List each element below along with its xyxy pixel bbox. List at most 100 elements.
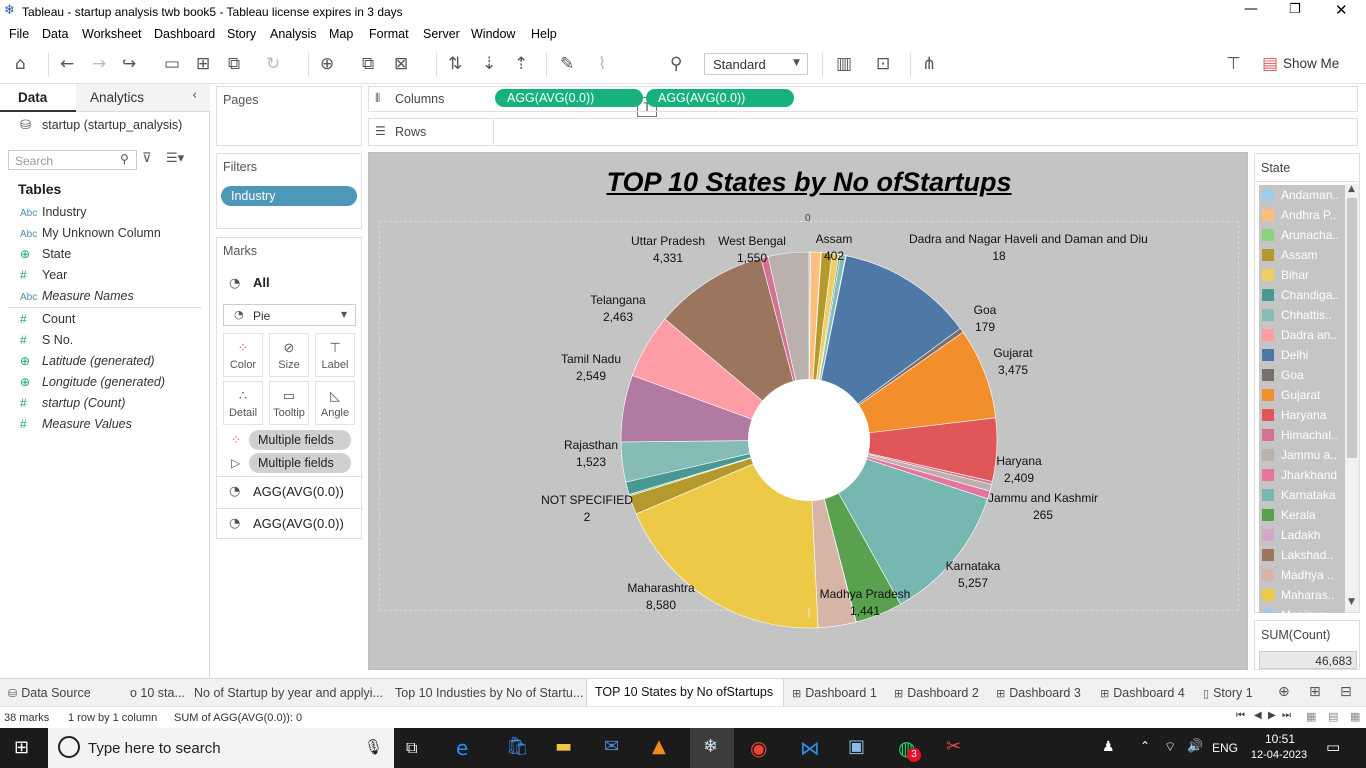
filter-icon[interactable]: ⊽ — [142, 151, 152, 166]
menu-help[interactable]: Help — [531, 27, 557, 41]
sort-ascending-icon[interactable]: ⇣ — [482, 54, 497, 74]
pie-chart[interactable] — [369, 153, 1249, 671]
filters-card[interactable]: Filters Industry — [216, 153, 362, 229]
clear-sheet-icon[interactable]: ⊠ — [394, 54, 409, 74]
photos-icon[interactable]: ▣ — [848, 736, 866, 757]
tab-data[interactable]: Data — [0, 84, 76, 112]
tab-top10-industries[interactable]: Top 10 Industies by No of Startu... — [395, 686, 584, 700]
file-explorer-icon[interactable]: ▬ — [555, 736, 573, 757]
marks-measure-2[interactable]: AGG(AVG(0.0)) — [253, 516, 344, 531]
legend-item[interactable]: Dadra an.. — [1259, 325, 1345, 345]
size-button[interactable]: ⊘ Size — [269, 333, 309, 377]
pause-updates-icon[interactable]: ⧉ — [228, 54, 241, 74]
minimize-icon[interactable]: — — [1244, 1, 1258, 17]
datasource-name[interactable]: startup (startup_analysis) — [42, 118, 183, 132]
legend-item[interactable]: Maharas.. — [1259, 585, 1345, 605]
scroll-up-icon[interactable]: ▲ — [1348, 184, 1355, 194]
sum-count-slider[interactable]: 46,683 — [1259, 651, 1357, 669]
marks-measure-1[interactable]: AGG(AVG(0.0)) — [253, 484, 344, 499]
legend-item[interactable]: Jharkhand — [1259, 465, 1345, 485]
field-item[interactable]: # Count — [20, 312, 76, 326]
mark-type-dropdown[interactable]: ◔ Pie ▼ — [223, 304, 356, 326]
new-worksheet-icon[interactable]: ⊕ — [320, 54, 335, 74]
new-dashboard-tab-icon[interactable]: ⊞ — [1309, 684, 1321, 700]
menu-file[interactable]: File — [9, 27, 30, 41]
multiple-fields-pill-color[interactable]: Multiple fields — [249, 430, 351, 450]
prev-sheet-icon[interactable]: ◀ — [1254, 710, 1262, 721]
store-icon[interactable]: 🛍 — [506, 736, 529, 757]
angle-button[interactable]: ◺ Angle — [315, 381, 355, 425]
new-datasource-icon[interactable]: ⊞ — [196, 54, 211, 74]
scroll-down-icon[interactable]: ▼ — [1348, 597, 1355, 607]
restore-icon[interactable]: ❐ — [1289, 2, 1301, 17]
group-icon[interactable]: ⌇ — [598, 54, 607, 74]
label-button[interactable]: ⊤ Label — [315, 333, 355, 377]
duplicate-sheet-icon[interactable]: ⧉ — [362, 54, 375, 74]
menu-dashboard[interactable]: Dashboard — [154, 27, 216, 41]
tableau-taskbar-button[interactable]: ❄ — [690, 728, 734, 768]
clock-date[interactable]: 12-04-2023 — [1250, 749, 1308, 761]
menu-data[interactable]: Data — [42, 27, 69, 41]
legend-item[interactable]: Gujarat — [1259, 385, 1345, 405]
show-filmstrip-icon[interactable]: ▦ — [1306, 710, 1317, 723]
tab-dashboard-3[interactable]: ⊞ Dashboard 3 — [996, 686, 1081, 700]
menu-window[interactable]: Window — [471, 27, 516, 41]
first-sheet-icon[interactable]: ⏮ — [1236, 710, 1245, 721]
collapse-icon[interactable]: ‹ — [192, 88, 198, 103]
last-sheet-icon[interactable]: ⏭ — [1282, 710, 1291, 721]
presentation-icon[interactable]: ⊡ — [876, 54, 891, 74]
snip-icon[interactable]: ✂ — [946, 736, 962, 757]
color-button[interactable]: ⁘ Color — [223, 333, 263, 377]
highlight-icon[interactable]: ✎ — [560, 54, 575, 74]
tab-dashboard-1[interactable]: ⊞ Dashboard 1 — [792, 686, 877, 700]
show-cards-icon[interactable]: ▥ — [836, 54, 853, 74]
field-item[interactable]: # startup (Count) — [20, 396, 126, 410]
pin-icon[interactable]: ⊤ — [1226, 54, 1241, 74]
legend-item[interactable]: Ladakh — [1259, 525, 1345, 545]
legend-item[interactable]: Kerala — [1259, 505, 1345, 525]
microphone-icon[interactable]: 🎙 — [364, 738, 384, 756]
multiple-fields-pill-angle[interactable]: Multiple fields — [249, 453, 351, 473]
close-icon[interactable]: ✕ — [1335, 1, 1348, 19]
legend-item[interactable]: Manipur — [1259, 605, 1345, 613]
tooltip-button[interactable]: ▭ Tooltip — [269, 381, 309, 425]
legend-item[interactable]: Goa — [1259, 365, 1345, 385]
column-pill-2[interactable]: AGG(AVG(0.0)) — [646, 89, 794, 107]
windows-start-icon[interactable]: ⊞ — [14, 737, 30, 758]
save-icon[interactable]: ▭ — [164, 54, 181, 74]
undo-icon[interactable]: ← — [60, 54, 75, 74]
show-me-icon[interactable]: ▤ — [1262, 54, 1279, 74]
search-input[interactable]: Search ⚲ — [8, 150, 137, 170]
legend-item[interactable]: Arunacha.. — [1259, 225, 1345, 245]
legend-item[interactable]: Himachal.. — [1259, 425, 1345, 445]
legend-item[interactable]: Assam — [1259, 245, 1345, 265]
tab-data-source[interactable]: ⛁ Data Source — [8, 686, 91, 700]
legend-item[interactable]: Jammu a.. — [1259, 445, 1345, 465]
field-item[interactable]: # S No. — [20, 333, 74, 347]
notifications-icon[interactable]: ▭ — [1326, 738, 1341, 756]
show-sorter-icon[interactable]: ▦ — [1350, 710, 1361, 723]
legend-item[interactable]: Lakshad.. — [1259, 545, 1345, 565]
legend-item[interactable]: Chhattis.. — [1259, 305, 1345, 325]
clock-time[interactable]: 10:51 — [1264, 732, 1296, 746]
tab-analytics[interactable]: Analytics ‹ — [76, 84, 210, 112]
home-icon[interactable]: ⌂ — [15, 54, 26, 74]
mail-icon[interactable]: ✉ — [604, 736, 620, 757]
chrome-icon[interactable]: ◉ — [750, 736, 768, 760]
show-me-button[interactable]: Show Me — [1283, 56, 1340, 71]
vscode-icon[interactable]: ⋈ — [800, 736, 820, 760]
legend-item[interactable]: Andhra P.. — [1259, 205, 1345, 225]
menu-server[interactable]: Server — [423, 27, 460, 41]
new-worksheet-tab-icon[interactable]: ⊕ — [1278, 684, 1290, 700]
swap-icon[interactable]: ⇅ — [448, 54, 463, 74]
field-item[interactable]: Abc Measure Names — [20, 289, 134, 303]
language-indicator[interactable]: ENG — [1212, 741, 1239, 755]
field-item[interactable]: # Year — [20, 268, 68, 282]
legend-item[interactable]: Chandiga.. — [1259, 285, 1345, 305]
legend-item[interactable]: Karnataka — [1259, 485, 1345, 505]
refresh-icon[interactable]: ↻ — [266, 54, 281, 74]
tab-top10-states-active[interactable]: TOP 10 States by No ofStartups — [586, 679, 784, 706]
menu-story[interactable]: Story — [227, 27, 257, 41]
legend-item[interactable]: Haryana — [1259, 405, 1345, 425]
edge-icon[interactable]: e — [456, 736, 469, 760]
